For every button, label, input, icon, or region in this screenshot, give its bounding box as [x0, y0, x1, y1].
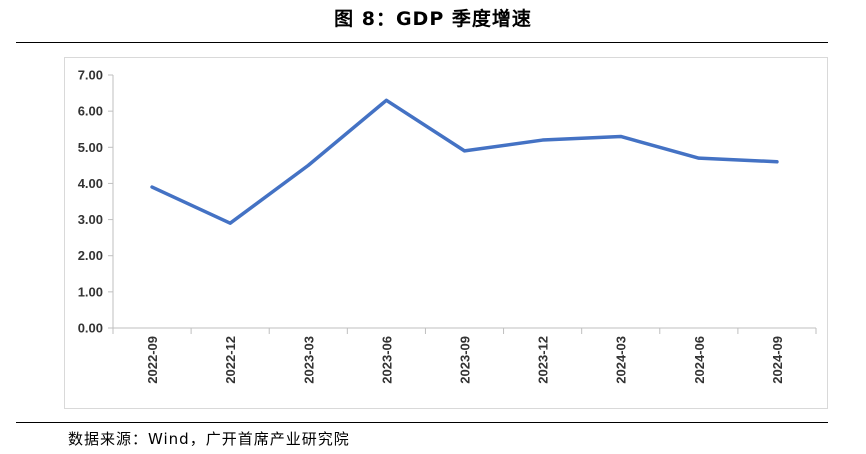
series-line: [150, 98, 779, 225]
y-tick-label: 7.00: [78, 68, 103, 83]
y-tick-label: 3.00: [78, 212, 103, 227]
y-axis: 0.00 1.00 2.00 3.00 4.00 5.00 6.00 7.00: [78, 68, 114, 336]
x-tick-label: 2023-12: [536, 336, 551, 384]
y-tick-label: 5.00: [78, 140, 103, 155]
y-tick-label: 2.00: [78, 248, 103, 263]
x-tick-label: 2024-09: [770, 336, 785, 384]
x-tick-label: 2023-06: [379, 336, 394, 384]
chart-frame: [64, 57, 828, 409]
y-tick-label: 6.00: [78, 104, 103, 119]
series-group: [150, 98, 779, 225]
x-tick-label: 2022-12: [223, 336, 238, 384]
chart-title: 图 8：GDP 季度增速: [334, 8, 532, 30]
x-axis: 2022-09 2022-12 2023-03 2023-06 2023-09 2023-…: [112, 327, 817, 384]
y-tick-label: 4.00: [78, 176, 103, 191]
y-tick-label: 0.00: [78, 321, 103, 336]
x-tick-label: 2022-09: [145, 336, 160, 384]
source-note: 数据来源：Wind，广开首席产业研究院: [68, 430, 350, 448]
y-tick-label: 1.00: [78, 284, 103, 299]
x-tick-label: 2023-03: [301, 336, 316, 384]
x-tick-label: 2023-09: [458, 336, 473, 384]
x-tick-label: 2024-06: [692, 336, 707, 384]
top-rule: [16, 42, 828, 43]
x-tick-label: 2024-03: [614, 336, 629, 384]
bottom-rule: [16, 422, 828, 423]
